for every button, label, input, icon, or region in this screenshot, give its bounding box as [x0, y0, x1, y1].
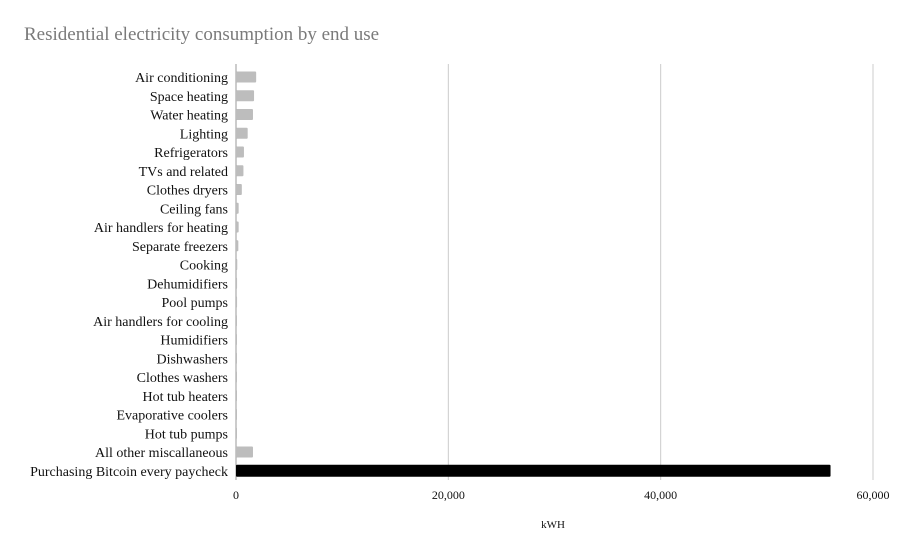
bar [236, 464, 831, 477]
x-axis-label: kWH [541, 519, 565, 531]
bar [236, 296, 238, 308]
category-label: Pool pumps [161, 296, 228, 311]
category-label: Clothes washers [137, 371, 228, 386]
bar [236, 427, 237, 439]
category-label: TVs and related [139, 165, 228, 180]
x-tick-label: 60,000 [857, 488, 890, 502]
bar [236, 371, 237, 383]
bar [236, 334, 237, 345]
category-label: Purchasing Bitcoin every paycheck [30, 465, 228, 480]
bar [236, 90, 255, 102]
category-label: Space heating [150, 90, 228, 105]
bar [236, 127, 248, 139]
category-label: Humidifiers [160, 334, 228, 349]
bar [236, 71, 257, 83]
category-label: Hot tub pumps [145, 427, 228, 442]
x-tick-label: 0 [233, 488, 239, 502]
bar [236, 221, 239, 233]
bar [236, 390, 237, 402]
category-label: Air handlers for heating [94, 221, 228, 236]
category-label: Separate freezers [132, 240, 228, 255]
category-label: Evaporative coolers [116, 409, 228, 424]
category-label: Water heating [150, 109, 228, 124]
category-label: Air handlers for cooling [93, 315, 228, 330]
bar [236, 352, 237, 364]
bar [236, 409, 237, 420]
category-label: Air conditioning [135, 71, 228, 86]
category-label: Ceiling fans [160, 202, 228, 217]
bar [236, 277, 238, 289]
bar [236, 202, 239, 214]
bar [236, 184, 242, 195]
bar [236, 315, 237, 327]
bar [236, 146, 244, 158]
category-label: Refrigerators [154, 146, 228, 161]
chart-title: Residential electricity consumption by e… [24, 24, 380, 45]
category-label: Dishwashers [156, 352, 228, 367]
bar [236, 259, 238, 270]
bar [236, 446, 253, 458]
category-label: Cooking [180, 259, 228, 274]
category-label: Lighting [180, 127, 228, 142]
category-label: Dehumidifiers [147, 277, 228, 292]
x-tick-label: 20,000 [432, 488, 465, 502]
bar [236, 109, 253, 120]
category-label: All other miscallaneous [95, 446, 228, 461]
bar [236, 165, 244, 177]
category-label: Hot tub heaters [142, 390, 228, 405]
bar [236, 240, 239, 252]
category-label: Clothes dryers [147, 184, 228, 199]
x-tick-label: 40,000 [644, 488, 677, 502]
